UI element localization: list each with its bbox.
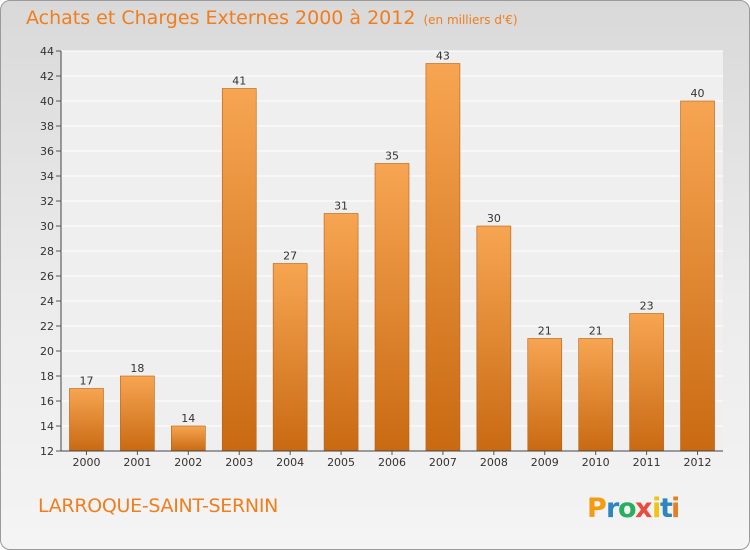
bar-value-label: 35 (385, 150, 399, 163)
bar (578, 338, 613, 452)
logo-letter: x (635, 493, 652, 524)
bar-group: 31 2005 (323, 200, 359, 469)
chart-unit: (en milliers d'€) (423, 13, 518, 27)
logo-letter: i (671, 493, 680, 524)
y-tick-label: 38 (40, 120, 54, 133)
y-tick-label: 40 (40, 95, 54, 108)
bar (680, 100, 715, 452)
x-tick-label: 2001 (123, 456, 151, 469)
bar (476, 225, 512, 452)
bar-group: 14 2002 (171, 412, 206, 469)
y-tick-label: 34 (40, 170, 54, 183)
bar (374, 163, 410, 452)
y-tick-label: 28 (40, 245, 54, 258)
bar-group: 41 2003 (221, 75, 257, 469)
chart-title: Achats et Charges Externes 2000 à 2012 (e… (26, 7, 518, 29)
bar-group: 40 2012 (680, 87, 715, 469)
bar (171, 425, 206, 452)
bar-value-label: 41 (232, 75, 246, 88)
bar-value-label: 31 (334, 200, 348, 213)
logo-letter: r (606, 493, 620, 524)
logo-letter: i (652, 493, 661, 524)
y-tick-label: 32 (40, 195, 54, 208)
bar-value-label: 21 (538, 325, 552, 338)
logo-letter: t (660, 493, 673, 524)
bar (69, 388, 104, 452)
x-tick-label: 2002 (174, 456, 202, 469)
bar-group: 43 2007 (425, 50, 461, 469)
bar (323, 213, 359, 452)
commune-name: LARROQUE-SAINT-SERNIN (38, 495, 279, 517)
bar-group: 30 2008 (476, 212, 512, 469)
bar-group: 21 2010 (578, 325, 613, 469)
y-tick-label: 14 (40, 420, 54, 433)
bar-group: 17 2000 (69, 375, 104, 469)
bar-value-label: 23 (640, 300, 654, 313)
y-tick-label: 26 (40, 270, 54, 283)
chart-title-text: Achats et Charges Externes 2000 à 2012 (26, 7, 416, 29)
bar-group: 27 2004 (272, 250, 308, 469)
x-tick-label: 2006 (378, 456, 406, 469)
x-tick-label: 2012 (684, 456, 712, 469)
bar (120, 375, 155, 452)
logo-letter: o (618, 493, 637, 524)
bar (221, 88, 257, 452)
x-tick-label: 2011 (633, 456, 661, 469)
bar (425, 63, 461, 452)
y-tick-label: 18 (40, 370, 54, 383)
logo-letter: P (587, 493, 607, 524)
y-tick-label: 16 (40, 395, 54, 408)
bar-group: 35 2006 (374, 150, 410, 469)
y-tick-label: 30 (40, 220, 54, 233)
y-tick-label: 36 (40, 145, 54, 158)
bar-value-label: 18 (130, 362, 144, 375)
x-tick-label: 2009 (531, 456, 559, 469)
bar-group: 18 2001 (120, 362, 155, 469)
bar (629, 313, 664, 452)
y-tick-label: 24 (40, 295, 54, 308)
bar-value-label: 40 (691, 87, 705, 100)
y-tick-label: 20 (40, 345, 54, 358)
x-tick-label: 2008 (480, 456, 508, 469)
y-tick-label: 12 (40, 445, 54, 458)
bar-group: 23 2011 (629, 300, 664, 469)
x-tick-label: 2007 (429, 456, 457, 469)
bar (272, 263, 308, 452)
y-tick-label: 42 (40, 70, 54, 83)
x-tick-label: 2010 (582, 456, 610, 469)
bar-group: 21 2009 (527, 325, 563, 469)
bar-value-label: 17 (79, 375, 93, 388)
x-tick-label: 2003 (225, 456, 253, 469)
bar-value-label: 27 (283, 250, 297, 263)
bar-value-label: 43 (436, 50, 450, 63)
bar-value-label: 14 (181, 412, 195, 425)
y-tick-label: 44 (40, 45, 54, 58)
x-tick-label: 2005 (327, 456, 355, 469)
x-tick-label: 2000 (72, 456, 100, 469)
bar-value-label: 30 (487, 212, 501, 225)
bar (527, 338, 563, 452)
y-tick-label: 22 (40, 320, 54, 333)
bar-value-label: 21 (589, 325, 603, 338)
x-tick-label: 2004 (276, 456, 304, 469)
